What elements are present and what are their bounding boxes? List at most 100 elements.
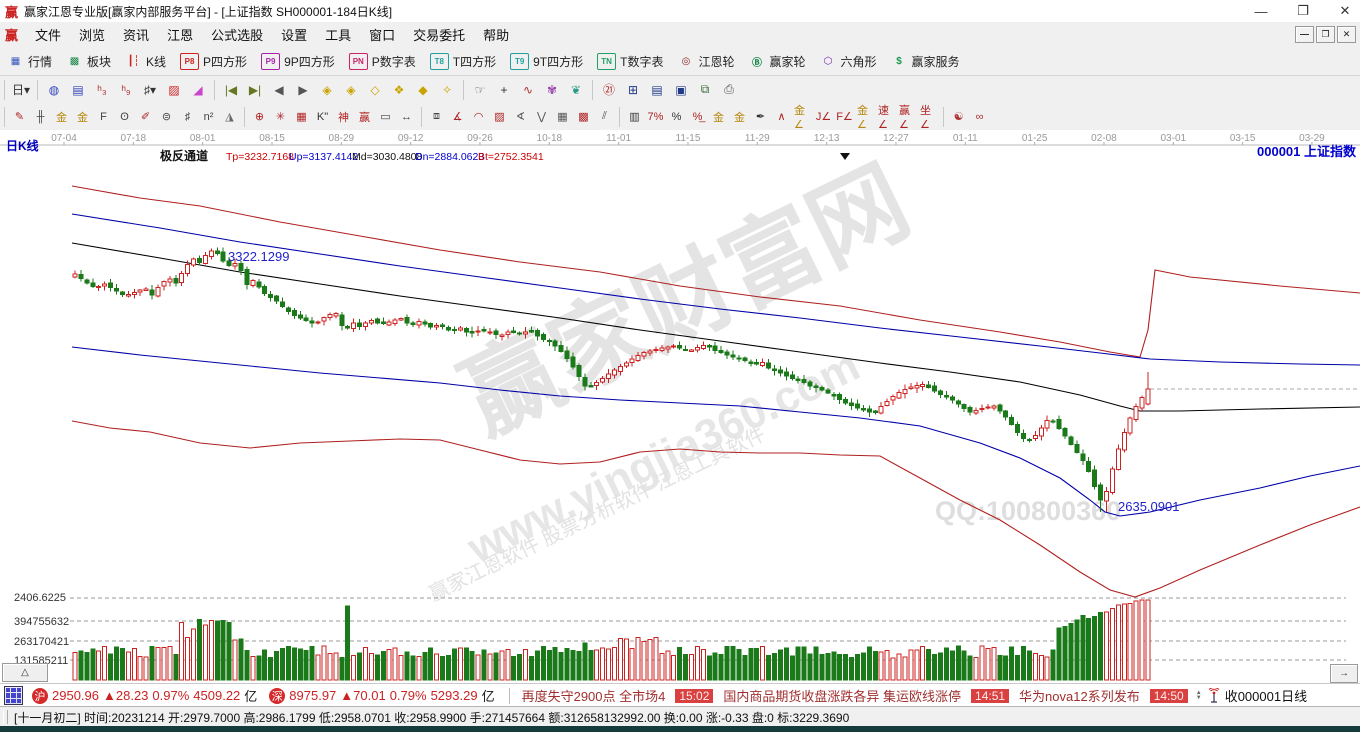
- diamond-h-icon[interactable]: ◇: [370, 82, 380, 97]
- n2-grid-icon[interactable]: n²: [203, 110, 214, 123]
- color-bars-icon[interactable]: ◢: [193, 82, 203, 97]
- shade-box-icon[interactable]: ▨: [494, 111, 505, 123]
- bar-list-icon[interactable]: ▥: [629, 111, 640, 123]
- menu-item-2[interactable]: 资讯: [123, 28, 150, 43]
- save-icon[interactable]: ▣: [675, 82, 687, 97]
- slash-lines-icon[interactable]: ⫽: [602, 110, 607, 122]
- diamond-x-icon[interactable]: ❖: [393, 82, 405, 97]
- t-square-button[interactable]: T8 T四方形: [423, 51, 503, 72]
- cross-cursor-icon[interactable]: +: [500, 82, 508, 97]
- last-page-icon[interactable]: ▶|: [248, 82, 262, 97]
- circle-grid-icon[interactable]: ⊜: [161, 111, 172, 123]
- menu-item-3[interactable]: 江恩: [167, 28, 194, 43]
- win-grid-icon[interactable]: 赢: [359, 111, 370, 124]
- hash-grid-icon[interactable]: ♯: [184, 110, 191, 123]
- close-button[interactable]: ✕: [1339, 3, 1351, 18]
- restore-button[interactable]: ❐: [1297, 3, 1309, 18]
- note-list-icon[interactable]: ▤: [72, 82, 84, 97]
- prev-icon[interactable]: ◀: [274, 82, 284, 97]
- k-mark-icon[interactable]: K": [316, 110, 329, 123]
- prism-icon[interactable]: ◮: [225, 111, 234, 123]
- diamond-v-icon[interactable]: ◆: [418, 82, 428, 97]
- calendar-icon[interactable]: ㉑: [602, 83, 615, 97]
- angle-fan-icon[interactable]: ∢: [515, 111, 526, 123]
- j-angle-icon[interactable]: J∠: [815, 111, 832, 123]
- width-arrows-icon[interactable]: ↔: [401, 110, 412, 123]
- first-page-icon[interactable]: |◀: [224, 82, 238, 97]
- pct-line-icon[interactable]: %̲: [692, 110, 703, 123]
- market-quotes-button[interactable]: ▦ 行情: [0, 51, 59, 72]
- pct-icon[interactable]: %: [671, 110, 682, 123]
- flower-tool-icon[interactable]: ✾: [546, 82, 558, 97]
- news-item-0[interactable]: 再度失守2900点 全市场4: [521, 689, 666, 704]
- volume-panel-toggle-button[interactable]: △: [2, 663, 48, 682]
- period-day-icon[interactable]: 日▾: [11, 83, 31, 97]
- gold-line-icon[interactable]: 金: [734, 111, 745, 124]
- ink-pen-icon[interactable]: ✒: [755, 111, 766, 123]
- menu-item-0[interactable]: 文件: [35, 28, 62, 43]
- child-restore-button[interactable]: ❐: [1316, 26, 1335, 43]
- ticker-scroll-arrows[interactable]: ▲ ▼: [1195, 689, 1202, 701]
- 9t-square-button[interactable]: T9 9T四方形: [503, 51, 590, 72]
- menu-item-8[interactable]: 交易委托: [413, 28, 466, 43]
- gold-circle-icon[interactable]: 金: [713, 111, 724, 124]
- hexagon-button[interactable]: ⬡ 六角形: [813, 51, 884, 72]
- diamond-right-icon[interactable]: ◈: [346, 82, 356, 97]
- box-frame-icon[interactable]: ⧈: [433, 110, 440, 122]
- seat-angle-icon[interactable]: 坐∠: [920, 105, 931, 131]
- window-export-icon[interactable]: ⧉: [700, 82, 710, 96]
- grid-square-2-icon[interactable]: ▩: [578, 111, 589, 123]
- scroll-right-button[interactable]: →: [1330, 664, 1358, 683]
- grid-square-icon[interactable]: ▦: [557, 111, 568, 123]
- pen-red-icon[interactable]: ✐: [140, 111, 151, 123]
- kline-button[interactable]: ┃┆ K线: [118, 51, 173, 72]
- f-grid-icon[interactable]: F: [100, 110, 107, 123]
- menu-item-6[interactable]: 工具: [325, 28, 352, 43]
- news-item-1[interactable]: 国内商品期货收盘涨跌各异 集运欧线涨停: [723, 689, 962, 704]
- chart-9-icon[interactable]: ʰ₉: [121, 82, 131, 97]
- compass-circle-icon[interactable]: ⊕: [254, 111, 265, 123]
- chart-3-icon[interactable]: ʰ₃: [97, 82, 107, 97]
- menu-item-1[interactable]: 浏览: [79, 28, 106, 43]
- gold-angle-icon[interactable]: 金∠: [794, 105, 805, 131]
- news-item-2[interactable]: 华为nova12系列发布: [1019, 689, 1140, 704]
- menu-item-5[interactable]: 设置: [281, 28, 308, 43]
- diamond-left-icon[interactable]: ◈: [322, 82, 332, 97]
- v-lines-icon[interactable]: ⋁: [536, 111, 547, 123]
- notebook-icon[interactable]: ▤: [651, 82, 663, 97]
- win-angle-icon[interactable]: 赢∠: [899, 105, 910, 131]
- gann-shape-icon[interactable]: ▨: [168, 82, 180, 97]
- winner-wheel-button[interactable]: Ⓑ 赢家轮: [741, 51, 812, 72]
- menu-item-7[interactable]: 窗口: [369, 28, 396, 43]
- calculator-icon[interactable]: ⊞: [627, 82, 639, 97]
- grid-lines-icon[interactable]: ╫: [36, 110, 45, 123]
- child-close-button[interactable]: ✕: [1337, 26, 1356, 43]
- spider-web-icon[interactable]: ✳: [275, 111, 286, 123]
- minimize-button[interactable]: —: [1254, 3, 1268, 19]
- spiral-icon[interactable]: ʘ: [120, 110, 129, 123]
- candle-style-icon[interactable]: ♯▾: [143, 82, 157, 97]
- god-grid-icon[interactable]: 神: [338, 111, 349, 124]
- hand-tool-icon[interactable]: ☞: [474, 82, 486, 97]
- 9p-square-button[interactable]: P9 9P四方形: [254, 51, 342, 72]
- taichi-icon[interactable]: ☯: [953, 111, 964, 123]
- diamond-grid-icon[interactable]: ✧: [441, 82, 453, 97]
- gold-angle-2-icon[interactable]: 金∠: [857, 105, 868, 131]
- chart-area[interactable]: 赢家财富网 www.yingjia360.com 赢家江恩软件 股票分析软件 江恩工…: [0, 130, 1360, 683]
- box-web-icon[interactable]: ▦: [296, 111, 307, 123]
- f-angle-icon[interactable]: F∠: [836, 111, 853, 123]
- pen-icon[interactable]: ✎: [14, 111, 25, 123]
- arc-box-icon[interactable]: ◠: [473, 111, 484, 123]
- print-tool-icon[interactable]: ⎙: [724, 82, 734, 96]
- pattern-icon[interactable]: ◍: [48, 82, 60, 97]
- p-number-table-button[interactable]: PN P数字表: [342, 51, 423, 72]
- menu-item-4[interactable]: 公式选股: [211, 28, 264, 43]
- t-number-table-button[interactable]: TN T数字表: [590, 51, 670, 72]
- gold-grid-2-icon[interactable]: 金: [77, 111, 88, 124]
- sectors-button[interactable]: ▩ 板块: [59, 51, 118, 72]
- a-frame-icon[interactable]: ∧: [777, 111, 786, 123]
- ticker-grid-icon[interactable]: [4, 686, 23, 705]
- curve-tool-icon[interactable]: ∿: [522, 82, 534, 97]
- gold-grid-icon[interactable]: 金: [56, 111, 67, 124]
